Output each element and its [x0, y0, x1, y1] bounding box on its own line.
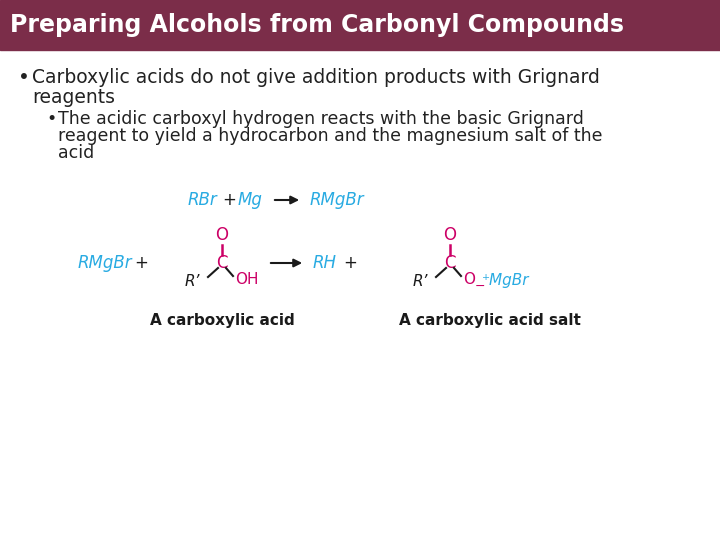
Text: The acidic carboxyl hydrogen reacts with the basic Grignard: The acidic carboxyl hydrogen reacts with… [58, 110, 584, 128]
Text: A carboxylic acid salt: A carboxylic acid salt [399, 313, 581, 328]
Text: Preparing Alcohols from Carbonyl Compounds: Preparing Alcohols from Carbonyl Compoun… [10, 13, 624, 37]
Text: RBr: RBr [188, 191, 217, 209]
Text: OH: OH [235, 273, 258, 287]
Text: O: O [463, 273, 475, 287]
Text: Mg: Mg [238, 191, 263, 209]
Text: RMgBr: RMgBr [78, 254, 132, 272]
Text: •: • [46, 110, 56, 128]
Text: ⁺MgBr: ⁺MgBr [482, 273, 529, 287]
Text: A carboxylic acid: A carboxylic acid [150, 313, 294, 328]
Text: R’: R’ [184, 273, 200, 288]
Text: C: C [216, 254, 228, 272]
Text: Carboxylic acids do not give addition products with Grignard: Carboxylic acids do not give addition pr… [32, 68, 600, 87]
Bar [0, 0, 720, 50]
Text: −: − [475, 280, 485, 293]
Text: •: • [18, 68, 30, 87]
Text: O: O [215, 226, 228, 244]
Text: +: + [134, 254, 148, 272]
Text: +: + [222, 191, 236, 209]
Text: RMgBr: RMgBr [310, 191, 364, 209]
Text: R’: R’ [413, 273, 428, 288]
Text: reagent to yield a hydrocarbon and the magnesium salt of the: reagent to yield a hydrocarbon and the m… [58, 127, 603, 145]
Text: O: O [444, 226, 456, 244]
Text: +: + [343, 254, 357, 272]
Text: RH: RH [313, 254, 337, 272]
Text: reagents: reagents [32, 88, 115, 107]
Text: acid: acid [58, 144, 94, 162]
Text: C: C [444, 254, 456, 272]
